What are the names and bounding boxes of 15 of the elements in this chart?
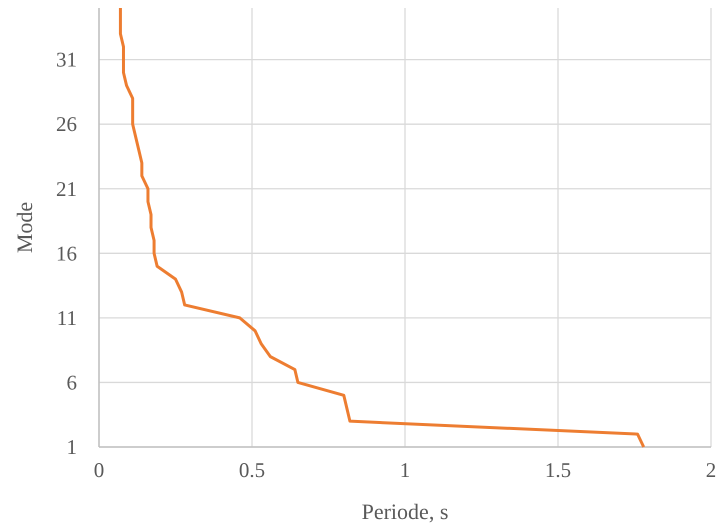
x-axis-title: Periode, s	[362, 499, 448, 524]
x-tick-label: 1.5	[544, 458, 572, 482]
y-tick-label: 16	[56, 241, 77, 266]
y-tick-label: 1	[66, 435, 77, 459]
x-tick-label: 0	[94, 458, 104, 482]
y-axis-title: Mode	[12, 202, 37, 254]
y-tick-label: 31	[56, 48, 77, 72]
y-tick-label: 21	[56, 176, 77, 201]
y-tick-label: 6	[66, 370, 77, 394]
x-tick-label: 0.5	[238, 458, 266, 482]
y-tick-label: 11	[56, 306, 77, 330]
x-tick-label: 1	[400, 458, 410, 482]
line-series	[118, 6, 646, 448]
x-tick-label: 2	[706, 458, 716, 482]
y-tick-label: 26	[56, 112, 77, 136]
